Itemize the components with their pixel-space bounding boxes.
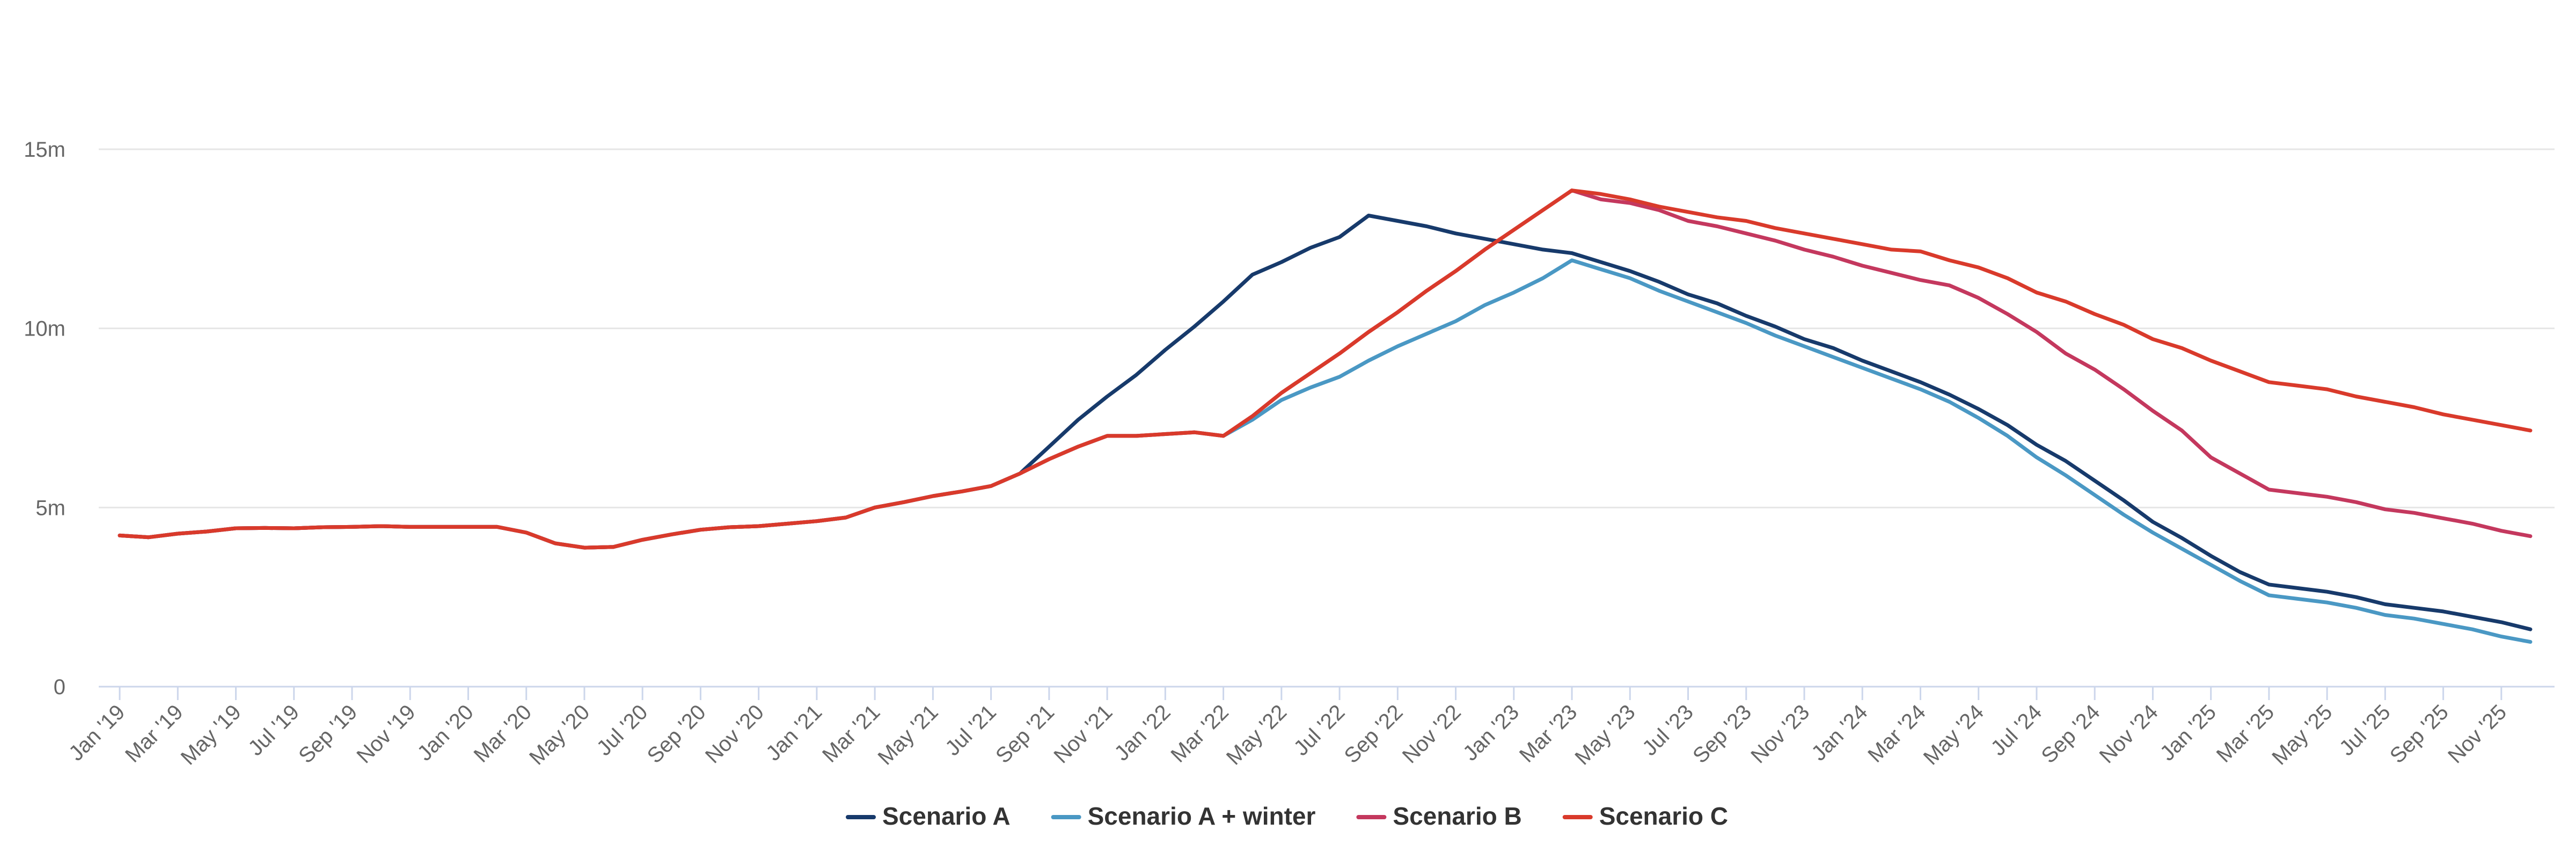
x-tick-label: Nov '19	[352, 700, 420, 768]
x-tick-label: Mar '22	[1166, 700, 1233, 767]
legend-label: Scenario A	[882, 802, 1011, 830]
legend-item[interactable]: Scenario A + winter	[1051, 802, 1316, 830]
x-tick-label: Nov '23	[1746, 700, 1814, 768]
series-line	[118, 258, 2533, 644]
x-tick-label: Nov '25	[2443, 700, 2511, 768]
x-tick-label: Nov '20	[701, 700, 769, 768]
x-tick-label: Jan '25	[2156, 700, 2221, 765]
y-tick-label: 0	[54, 675, 65, 699]
y-tick-label: 10m	[24, 317, 65, 341]
x-tick-label: May '25	[2267, 700, 2337, 769]
x-tick-label: Nov '22	[1398, 700, 1466, 768]
x-tick-label: Mar '21	[818, 700, 885, 767]
y-tick-label: 15m	[24, 138, 65, 162]
x-tick-label: May '23	[1570, 700, 1640, 769]
legend-item[interactable]: Scenario C	[1562, 802, 1728, 830]
legend-label: Scenario A + winter	[1088, 802, 1316, 830]
x-tick-label: Mar '23	[1515, 700, 1582, 767]
x-tick-label: Sep '23	[1688, 700, 1756, 768]
x-tick-label: Jan '22	[1110, 700, 1175, 765]
x-tick-label: Jan '21	[762, 700, 826, 765]
x-tick-label: Sep '24	[2037, 700, 2104, 768]
x-tick-label: Sep '25	[2385, 700, 2453, 768]
x-tick-label: May '19	[177, 700, 246, 769]
x-tick-label: Jan '23	[1459, 700, 1524, 765]
x-tick-label: Jan '20	[413, 700, 478, 765]
x-tick-label: Mar '19	[121, 700, 188, 767]
x-tick-label: May '22	[1222, 700, 1291, 769]
x-tick-label: Sep '20	[643, 700, 711, 768]
x-tick-label: May '21	[873, 700, 942, 769]
x-tick-label: Jan '24	[1807, 700, 1872, 765]
x-tick-label: Jan '19	[64, 700, 129, 765]
x-tick-label: Mar '25	[2212, 700, 2279, 767]
legend-label: Scenario C	[1599, 802, 1728, 830]
x-tick-label: Sep '22	[1340, 700, 1408, 768]
x-tick-label: Sep '21	[991, 700, 1059, 768]
legend-label: Scenario B	[1393, 802, 1521, 830]
x-tick-label: Nov '21	[1049, 700, 1117, 768]
series-line	[118, 188, 2533, 550]
y-tick-label: 5m	[35, 496, 65, 520]
x-tick-label: May '20	[525, 700, 594, 769]
legend-item[interactable]: Scenario A	[845, 802, 1011, 830]
x-tick-label: Nov '24	[2095, 700, 2163, 768]
legend: Scenario A Scenario A + winter Scenario B S…	[845, 802, 1728, 830]
x-tick-label: Sep '19	[294, 700, 362, 768]
x-tick-label: Mar '20	[470, 700, 537, 767]
x-tick-label: May '24	[1919, 700, 1988, 769]
x-tick-label: Mar '24	[1863, 700, 1930, 767]
legend-item[interactable]: Scenario B	[1356, 802, 1522, 830]
